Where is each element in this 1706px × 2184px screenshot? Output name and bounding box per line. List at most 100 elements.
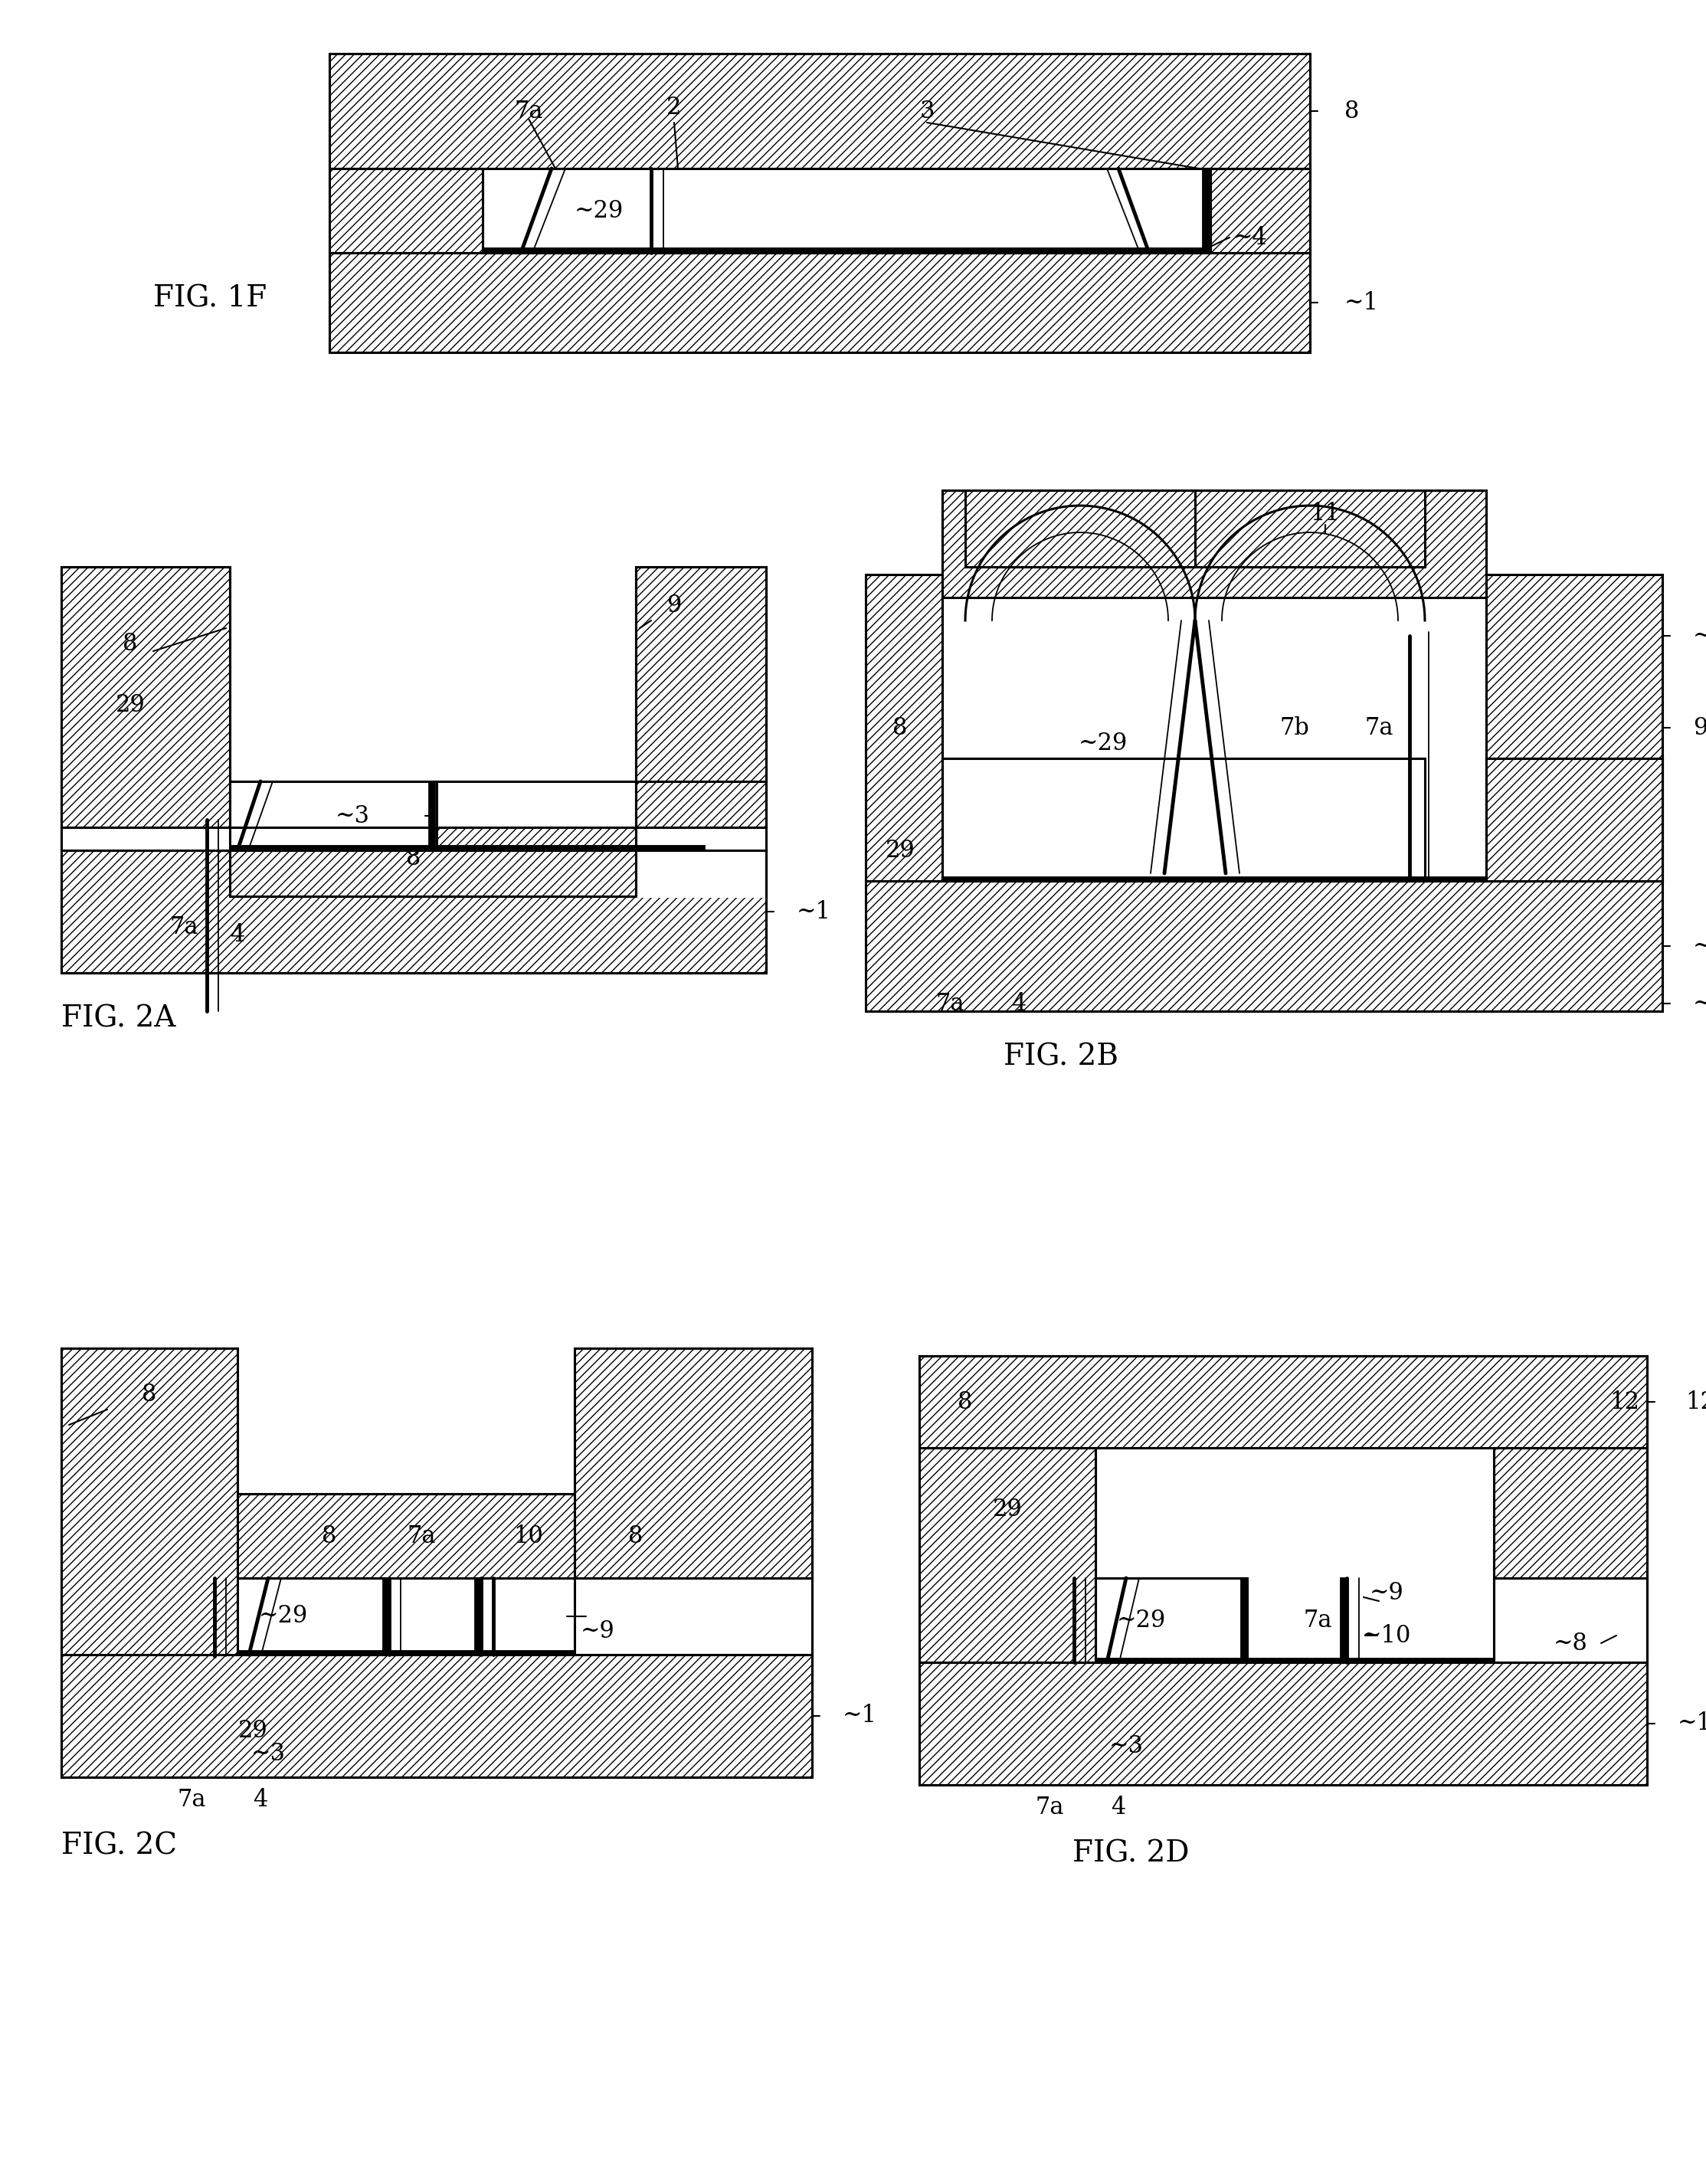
Text: FIG. 1F: FIG. 1F — [154, 284, 266, 312]
Bar — [920, 1448, 1095, 1662]
Bar — [483, 249, 1210, 253]
Bar — [575, 1348, 812, 1579]
Text: 29: 29 — [116, 692, 145, 716]
Bar — [1494, 1579, 1646, 1662]
Bar — [942, 489, 1486, 598]
Text: 8: 8 — [322, 1524, 336, 1548]
Text: FIG. 2B: FIG. 2B — [1003, 1044, 1119, 1072]
Text: 4: 4 — [230, 922, 246, 946]
Bar — [1203, 168, 1210, 253]
Text: 4: 4 — [1111, 1795, 1126, 1819]
Text: ~29: ~29 — [1117, 1607, 1165, 1631]
Bar — [230, 782, 437, 850]
Text: FIG. 2C: FIG. 2C — [61, 1832, 177, 1861]
Text: 8: 8 — [957, 1389, 972, 1413]
Text: 7b: 7b — [1280, 716, 1310, 740]
Text: 7a: 7a — [1036, 1795, 1065, 1819]
Text: 7a: 7a — [408, 1524, 435, 1548]
Text: 8: 8 — [892, 716, 908, 740]
Bar — [942, 758, 1425, 880]
Text: 7a: 7a — [169, 915, 198, 939]
Text: ~3: ~3 — [334, 804, 370, 828]
Bar — [920, 1662, 1646, 1784]
Text: FIG. 2A: FIG. 2A — [61, 1005, 176, 1033]
Text: 8: 8 — [1344, 98, 1360, 122]
Bar — [966, 489, 1194, 568]
Text: 8: 8 — [123, 631, 138, 655]
Text: 4: 4 — [1012, 992, 1027, 1016]
Bar — [1486, 574, 1662, 880]
Text: ~1: ~1 — [843, 1704, 877, 1728]
Bar — [636, 828, 766, 895]
Bar — [483, 168, 1210, 253]
Bar — [61, 850, 766, 972]
Text: ~1: ~1 — [1677, 1712, 1706, 1736]
Text: ~10: ~10 — [1361, 1623, 1411, 1647]
Text: FIG. 2D: FIG. 2D — [1073, 1839, 1189, 1867]
Bar — [1494, 1448, 1646, 1579]
Bar — [1194, 489, 1425, 568]
Text: 10: 10 — [514, 1524, 544, 1548]
Bar — [636, 568, 766, 828]
Text: ~8: ~8 — [1692, 935, 1706, 959]
Bar — [636, 568, 766, 895]
Text: 2: 2 — [667, 96, 682, 120]
Bar — [61, 1348, 237, 1655]
Text: 12: 12 — [1686, 1389, 1706, 1413]
Bar — [384, 1579, 389, 1655]
Text: 9: 9 — [1692, 716, 1706, 740]
Text: ~3: ~3 — [1109, 1734, 1143, 1758]
Text: 9: 9 — [667, 594, 681, 618]
Text: 7a: 7a — [1365, 716, 1394, 740]
Bar — [329, 55, 1310, 168]
Text: ~8: ~8 — [1552, 1631, 1588, 1655]
Text: 12: 12 — [1609, 1389, 1639, 1413]
Text: ~29: ~29 — [575, 199, 624, 223]
Bar — [942, 878, 1486, 880]
Text: 7a: 7a — [935, 992, 964, 1016]
Text: ~29: ~29 — [259, 1605, 309, 1629]
Text: ~1: ~1 — [1692, 992, 1706, 1016]
Text: ~1: ~1 — [797, 900, 831, 924]
Text: 7a: 7a — [514, 98, 543, 122]
Bar — [865, 574, 942, 880]
Text: 3: 3 — [920, 98, 935, 122]
Text: 29: 29 — [993, 1498, 1022, 1520]
Text: 8: 8 — [628, 1524, 643, 1548]
Bar — [61, 568, 230, 828]
Text: 7a: 7a — [1303, 1607, 1332, 1631]
Bar — [61, 1655, 812, 1778]
Bar — [1210, 168, 1310, 253]
Bar — [237, 1651, 575, 1655]
Text: ~1: ~1 — [1344, 290, 1378, 314]
Bar — [1240, 1579, 1247, 1662]
Bar — [920, 1356, 1646, 1448]
Bar — [237, 1494, 575, 1579]
Bar — [575, 1579, 812, 1655]
Bar — [865, 880, 1662, 1011]
Bar — [1486, 758, 1662, 880]
Bar — [1095, 1658, 1494, 1662]
Bar — [329, 253, 1310, 352]
Text: ~3: ~3 — [251, 1743, 285, 1767]
Bar — [230, 845, 705, 850]
Bar — [1095, 1579, 1247, 1662]
Text: ~29: ~29 — [1078, 732, 1128, 756]
Bar — [1486, 758, 1662, 880]
Text: 8: 8 — [142, 1382, 157, 1406]
Bar — [474, 1579, 481, 1655]
Text: 29: 29 — [885, 839, 914, 863]
Text: ~10: ~10 — [1692, 625, 1706, 649]
Text: 7a: 7a — [177, 1789, 206, 1813]
Bar — [237, 1579, 389, 1655]
Bar — [230, 828, 766, 895]
Bar — [428, 782, 435, 850]
Text: ~9: ~9 — [580, 1621, 614, 1645]
Text: 11: 11 — [1310, 502, 1341, 524]
Text: 29: 29 — [237, 1719, 268, 1743]
Bar — [1341, 1579, 1346, 1662]
Text: 8: 8 — [406, 845, 421, 869]
Text: 4: 4 — [252, 1789, 268, 1813]
Bar — [329, 168, 483, 253]
Text: ~4: ~4 — [1233, 225, 1268, 249]
